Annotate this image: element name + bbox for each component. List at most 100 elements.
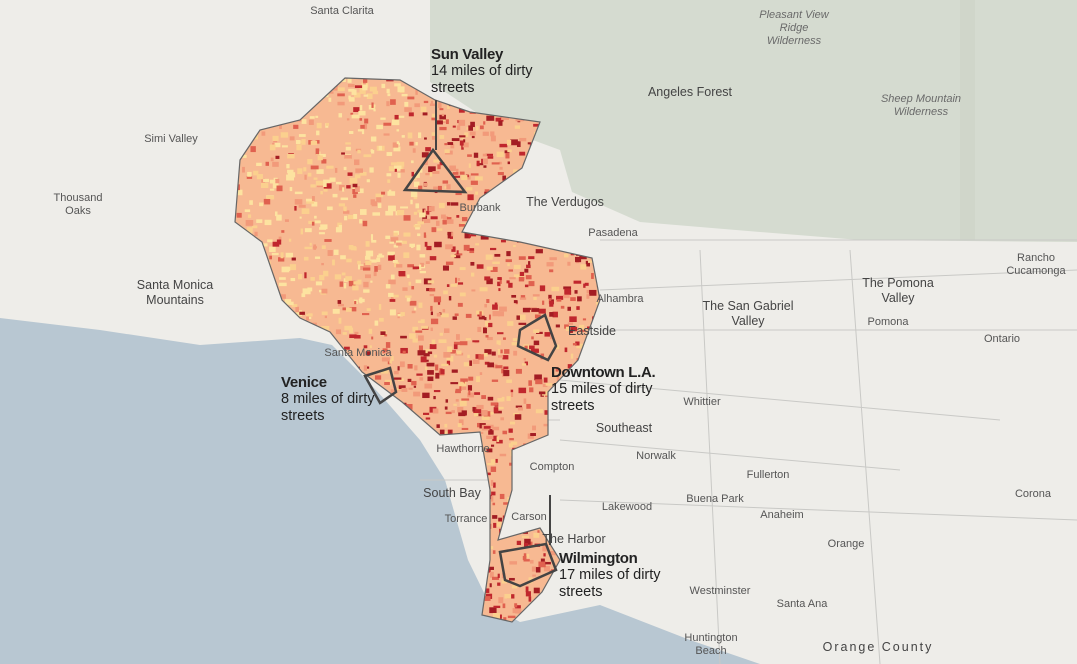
street-cell bbox=[497, 172, 504, 176]
street-cell bbox=[555, 324, 560, 328]
street-cell bbox=[517, 407, 523, 411]
street-cell bbox=[417, 209, 424, 213]
street-cell bbox=[409, 300, 417, 306]
street-cell bbox=[407, 364, 413, 369]
street-cell bbox=[369, 86, 377, 92]
street-cell bbox=[274, 142, 281, 148]
street-cell bbox=[370, 149, 373, 153]
street-cell bbox=[267, 239, 273, 243]
street-cell bbox=[531, 566, 537, 572]
street-cell bbox=[509, 561, 518, 565]
street-cell bbox=[509, 277, 516, 280]
street-cell bbox=[555, 367, 559, 372]
place-label: Southeast bbox=[595, 421, 653, 435]
street-cell bbox=[301, 208, 310, 214]
place-label: Fullerton bbox=[746, 469, 790, 481]
street-cell bbox=[392, 294, 399, 298]
street-cell bbox=[468, 389, 471, 396]
street-cell bbox=[483, 121, 486, 125]
street-cell bbox=[513, 245, 516, 248]
street-cell bbox=[491, 496, 494, 502]
place-label: Buena Park bbox=[686, 493, 744, 505]
street-cell bbox=[296, 144, 302, 151]
district-outline bbox=[516, 313, 558, 362]
street-cell bbox=[506, 379, 512, 383]
street-cell bbox=[364, 274, 371, 279]
place-label: Norwalk bbox=[636, 450, 676, 462]
street-cell bbox=[371, 239, 377, 243]
street-cell bbox=[289, 264, 297, 271]
street-cell bbox=[278, 294, 286, 299]
street-cell bbox=[407, 274, 410, 279]
street-cell bbox=[387, 179, 391, 183]
street-cell bbox=[461, 217, 468, 222]
street-cell bbox=[400, 206, 409, 209]
place-label: Orange bbox=[827, 538, 865, 550]
street-cell bbox=[316, 122, 322, 129]
street-cell bbox=[472, 359, 480, 364]
street-cell bbox=[295, 310, 303, 317]
street-cell bbox=[419, 168, 423, 173]
street-cell bbox=[321, 245, 326, 250]
street-cell bbox=[344, 215, 348, 221]
street-cell bbox=[493, 482, 496, 488]
street-cell bbox=[240, 154, 247, 158]
street-cell bbox=[573, 280, 582, 284]
place-label: The Pomona Valley bbox=[862, 276, 934, 305]
street-cell bbox=[502, 175, 507, 181]
street-cell bbox=[543, 566, 550, 572]
street-cell bbox=[439, 108, 444, 111]
street-cell bbox=[298, 204, 306, 208]
street-cell bbox=[567, 364, 573, 369]
street-cell bbox=[264, 219, 272, 226]
street-cell bbox=[343, 210, 350, 214]
street-cell bbox=[291, 257, 296, 261]
street-cell bbox=[362, 313, 370, 316]
place-label: Carson bbox=[511, 511, 547, 523]
street-cell bbox=[332, 308, 340, 314]
street-cell bbox=[523, 357, 526, 361]
street-cell bbox=[457, 278, 461, 281]
street-cell bbox=[461, 175, 468, 181]
street-cell bbox=[315, 140, 320, 144]
street-cell bbox=[427, 376, 434, 382]
street-cell bbox=[582, 318, 587, 321]
street-cell bbox=[432, 171, 440, 174]
street-cell bbox=[462, 380, 466, 384]
street-cell bbox=[535, 409, 543, 414]
street-cell bbox=[345, 142, 351, 145]
street-cell bbox=[506, 251, 511, 257]
street-cell bbox=[429, 294, 435, 297]
street-cell bbox=[279, 124, 282, 130]
street-cell bbox=[576, 345, 584, 349]
street-cell bbox=[363, 345, 368, 349]
street-cell bbox=[300, 228, 303, 235]
street-cell bbox=[424, 383, 433, 389]
street-cell bbox=[595, 301, 600, 305]
street-cell bbox=[420, 106, 427, 113]
street-cell bbox=[338, 317, 342, 324]
street-cell bbox=[297, 168, 303, 175]
street-cell bbox=[269, 188, 275, 191]
street-cell bbox=[433, 395, 436, 400]
street-cell bbox=[294, 199, 299, 205]
street-cell bbox=[393, 232, 398, 236]
street-cell bbox=[261, 131, 266, 136]
street-cell bbox=[338, 224, 343, 231]
street-cell bbox=[329, 177, 336, 182]
street-cell bbox=[513, 350, 518, 356]
street-cell bbox=[497, 582, 501, 586]
street-cell bbox=[567, 261, 571, 266]
street-cell bbox=[260, 182, 269, 188]
street-cell bbox=[484, 189, 490, 192]
street-cell bbox=[287, 153, 295, 159]
street-cell bbox=[446, 360, 451, 366]
street-cell bbox=[527, 433, 534, 439]
street-cell bbox=[269, 144, 276, 151]
street-cell bbox=[507, 263, 510, 267]
street-cell bbox=[512, 338, 519, 342]
street-cell bbox=[433, 390, 441, 393]
street-cell bbox=[433, 186, 440, 190]
street-cell bbox=[281, 266, 290, 273]
street-cell bbox=[486, 435, 494, 440]
